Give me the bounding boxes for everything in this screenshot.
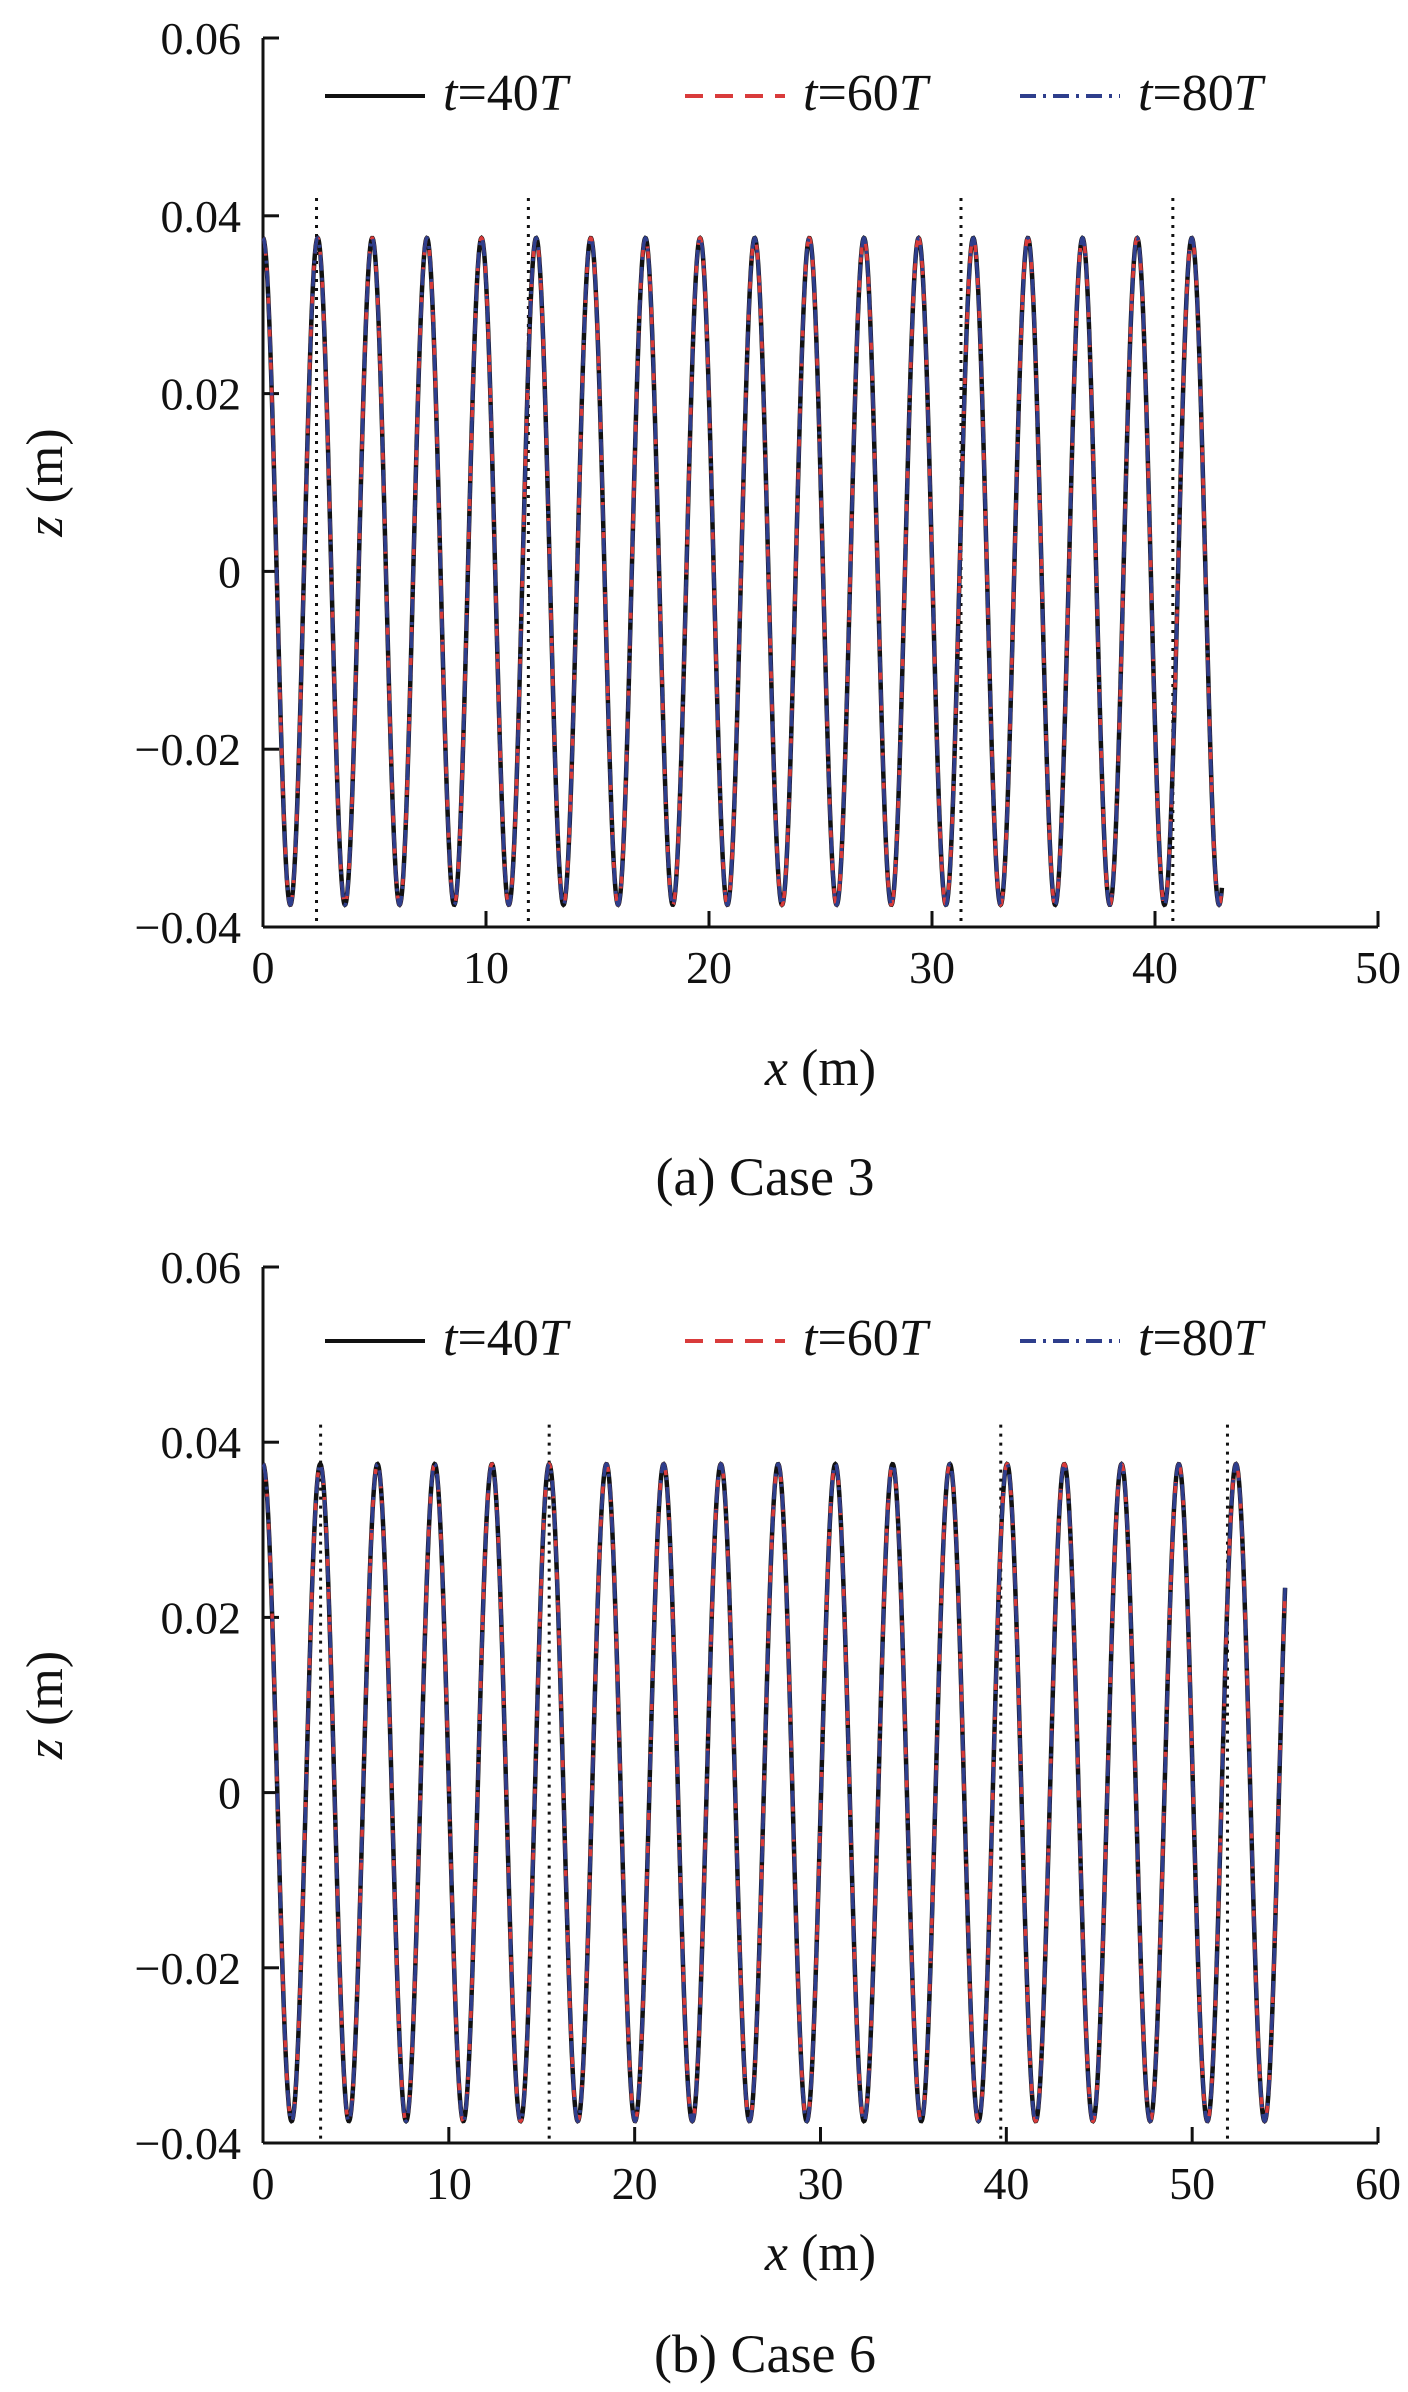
y-tick-label: 0 <box>218 1768 241 1819</box>
legend-entry-label: t=40T <box>443 1310 571 1367</box>
y-tick-label: −0.02 <box>135 1943 241 1994</box>
legend-entry-label: t=60T <box>803 65 931 122</box>
y-tick-label: 0 <box>218 546 241 597</box>
series-line-solid <box>261 1461 1288 2125</box>
y-tick-label: 0.04 <box>161 191 242 242</box>
y-axis-label: z (m) <box>17 1651 74 1760</box>
x-tick-label: 50 <box>1355 942 1401 993</box>
x-tick-label: 20 <box>686 942 732 993</box>
y-axis-label: z (m) <box>17 428 74 537</box>
x-tick-label: 30 <box>909 942 955 993</box>
y-tick-label: −0.02 <box>135 724 241 775</box>
x-tick-label: 0 <box>252 2158 275 2209</box>
legend-entry-label: t=40T <box>443 65 571 122</box>
series-line-dashdot <box>261 235 1224 908</box>
x-tick-label: 10 <box>463 942 509 993</box>
series-line-dashed <box>261 1461 1287 2124</box>
panel-caption: (a) Case 3 <box>656 1147 875 1207</box>
x-tick-label: 20 <box>612 2158 658 2209</box>
x-tick-label: 30 <box>798 2158 844 2209</box>
legend-entry-label: t=60T <box>803 1310 931 1367</box>
x-axis-label: x (m) <box>764 1040 876 1097</box>
x-axis-label: x (m) <box>764 2225 876 2282</box>
panel-case-6: 0.060.040.020−0.02−0.040 10 20 30 40 50 60z (m… <box>17 1242 1401 2384</box>
x-tick-label: 50 <box>1169 2158 1215 2209</box>
y-tick-label: −0.04 <box>135 2118 241 2169</box>
x-tick-label: 40 <box>1132 942 1178 993</box>
series-line-dashdot <box>261 1461 1287 2124</box>
panel-caption: (b) Case 6 <box>654 2324 876 2384</box>
x-tick-label: 0 <box>252 942 275 993</box>
y-tick-label: 0.06 <box>161 1242 242 1293</box>
legend-entry-label: t=80T <box>1138 65 1266 122</box>
panel-case-3: 0.060.040.020−0.02−0.040 10 20 30 40 50z (m)x… <box>17 13 1401 1207</box>
x-tick-label: 40 <box>983 2158 1029 2209</box>
y-tick-label: 0.04 <box>161 1417 242 1468</box>
y-tick-label: −0.04 <box>135 902 241 953</box>
y-tick-label: 0.02 <box>161 1592 242 1643</box>
y-tick-label: 0.02 <box>161 369 242 420</box>
x-tick-label: 60 <box>1355 2158 1401 2209</box>
legend-entry-label: t=80T <box>1138 1310 1266 1367</box>
y-tick-label: 0.06 <box>161 13 242 64</box>
x-tick-label: 10 <box>426 2158 472 2209</box>
